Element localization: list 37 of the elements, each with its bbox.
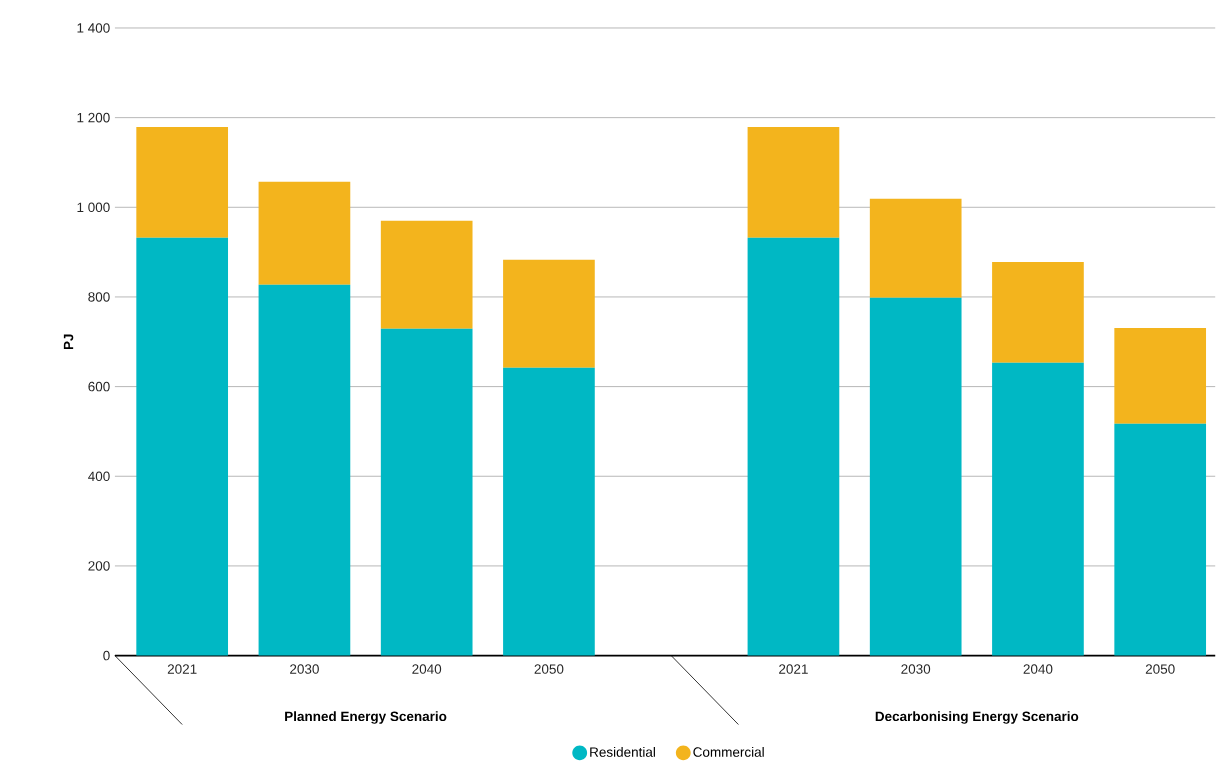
text: Planned Energy Scenario [285, 711, 447, 725]
y-tick-label: 800 [88, 292, 110, 302]
legend-label: Residential [590, 747, 655, 758]
y-axis-title: PJ [63, 334, 74, 350]
x-tick-label: 2021 [167, 664, 197, 675]
x-tick-label: 2050 [534, 664, 564, 675]
bar [1114, 424, 1207, 656]
bar [992, 363, 1084, 656]
text: Decarbonising Energy Scenario [875, 711, 1079, 725]
bar [380, 329, 473, 656]
bar [258, 181, 351, 286]
bar [869, 298, 962, 656]
bar [747, 238, 840, 656]
bar [380, 220, 473, 330]
bar [258, 285, 351, 656]
y-tick-label: 0 [103, 651, 110, 661]
bar [503, 259, 595, 369]
y-tick-label: 600 [88, 382, 110, 392]
bar [869, 199, 962, 299]
y-tick-label: 1 200 [77, 113, 110, 123]
x-tick-label: 2040 [1023, 664, 1053, 675]
x-tick-label: 2040 [412, 664, 442, 675]
bar [747, 127, 840, 239]
bar [992, 262, 1084, 364]
y-tick-label: 1 000 [77, 202, 110, 213]
x-tick-label: 2050 [1145, 664, 1175, 675]
legend-label: Commercial [693, 747, 764, 758]
bar [1114, 328, 1207, 425]
bar [503, 368, 595, 656]
x-tick-label: 2030 [290, 664, 319, 675]
bar [136, 127, 229, 239]
y-tick-label: 400 [88, 471, 110, 482]
y-tick-label: 200 [88, 561, 110, 571]
x-tick-label: 2021 [779, 664, 808, 675]
y-tick-label: 1 400 [77, 23, 110, 33]
bar [136, 238, 229, 656]
x-tick-label: 2030 [901, 664, 931, 675]
